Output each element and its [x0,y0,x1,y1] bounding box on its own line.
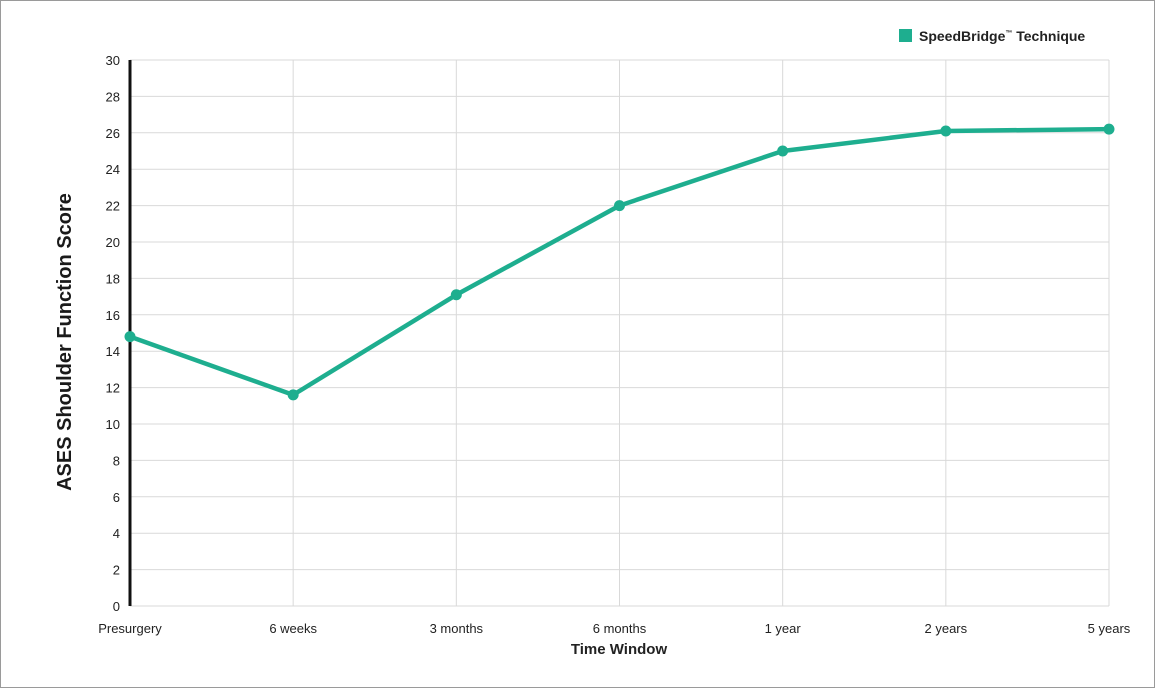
y-tick-label: 6 [113,490,120,505]
y-tick-label: 30 [106,53,120,68]
data-point [287,389,299,401]
y-tick-label: 26 [106,126,120,141]
y-tick-label: 20 [106,235,120,250]
y-tick-label: 2 [113,563,120,578]
y-tick-label: 4 [113,526,120,541]
data-point [777,145,789,157]
y-tick-label: 8 [113,453,120,468]
y-tick-label: 14 [106,344,120,359]
legend-trademark: ™ [1005,30,1012,37]
legend-label-rest: Technique [1012,28,1085,44]
data-point [940,125,952,137]
series-layer [124,123,1115,401]
y-tick-label: 0 [113,599,120,614]
x-tick-label: 3 months [430,621,484,636]
y-tick-label: 10 [106,417,120,432]
y-tick-label: 28 [106,89,120,104]
data-point [614,200,625,212]
legend-swatch [899,29,912,42]
y-axis-title: ASES Shoulder Function Score [54,193,76,491]
x-tick-label: Presurgery [98,621,162,636]
grid-lines [130,59,1110,607]
y-tick-label: 22 [106,199,120,214]
x-tick-label: 6 weeks [269,621,317,636]
x-tick-label: 6 months [593,621,647,636]
x-tick-labels: Presurgery 6 weeks 3 months 6 months 1 year 2… [98,621,1131,636]
x-tick-label: 1 year [765,621,802,636]
data-point [1103,123,1115,135]
legend-label-base: SpeedBridge [919,28,1006,44]
y-tick-label: 16 [106,308,120,323]
y-tick-label: 18 [106,271,120,286]
legend-label: SpeedBridge™ Technique [919,28,1085,44]
y-tick-label: 24 [106,162,120,177]
legend: SpeedBridge™ Technique [899,28,1085,44]
data-point [450,289,462,301]
y-tick-label: 12 [106,381,120,396]
x-tick-label: 2 years [925,621,968,636]
data-point [124,331,136,343]
x-tick-label: 5 years [1088,621,1131,636]
x-axis-title: Time Window [571,641,668,658]
